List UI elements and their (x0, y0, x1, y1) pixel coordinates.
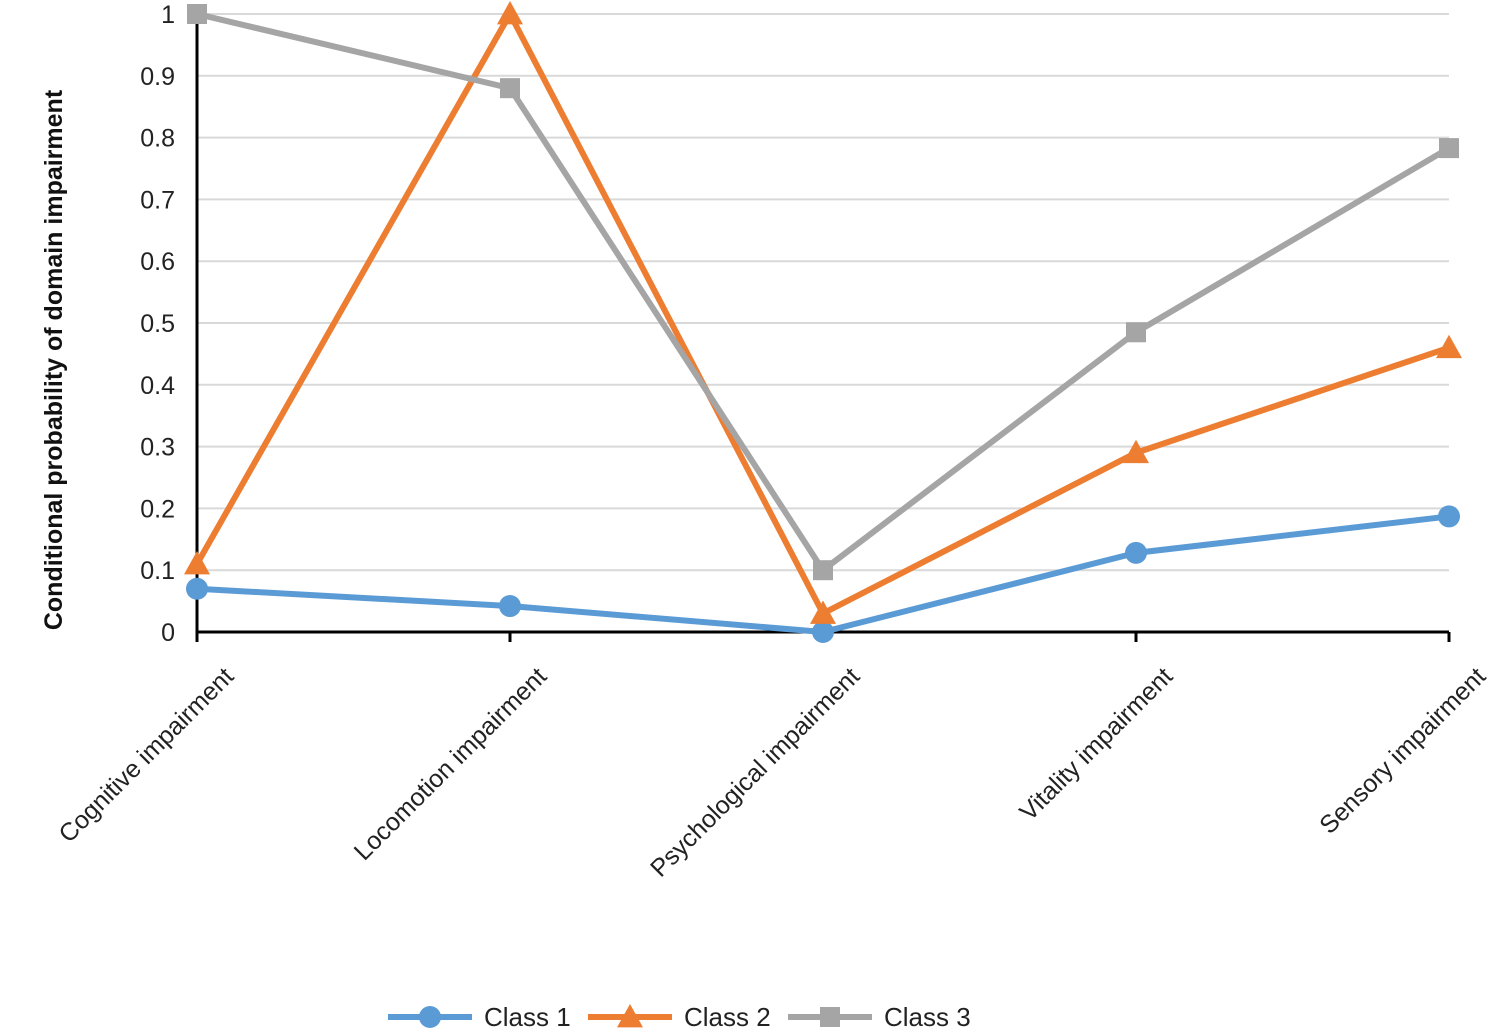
y-tick-label: 0.8 (140, 125, 175, 153)
marker-triangle (617, 1004, 643, 1028)
marker-square (500, 78, 520, 99)
x-category-label: Psychological impairment (645, 662, 865, 882)
marker-triangle (497, 1, 523, 25)
marker-triangle (1436, 334, 1462, 359)
legend-label: Class 1 (484, 1002, 571, 1032)
y-tick-label: 0.9 (140, 63, 175, 91)
y-tick-label: 0.3 (140, 434, 175, 462)
y-tick-label: 0.2 (140, 495, 175, 523)
series-2 (184, 1, 1462, 624)
y-tick-label: 0.1 (140, 557, 175, 585)
x-axis (195, 14, 1451, 642)
legend-item: Class 2 (588, 1002, 771, 1032)
y-tick-label: 0.7 (140, 186, 175, 214)
marker-triangle (1123, 439, 1149, 464)
marker-circle (186, 577, 208, 600)
marker-circle (419, 1006, 441, 1028)
marker-triangle (184, 551, 210, 575)
series-1 (186, 505, 1460, 643)
legend-item: Class 3 (788, 1002, 971, 1032)
marker-square (187, 4, 207, 24)
marker-square (1126, 322, 1146, 343)
legend-label: Class 3 (884, 1002, 971, 1032)
marker-square (820, 1007, 840, 1027)
y-tick-labels: 0 0.1 0.2 0.3 0.4 0.5 0.6 0.7 0.8 0.9 1 (140, 1, 175, 647)
marker-square (1439, 138, 1459, 159)
x-category-label: Sensory impairment (1314, 662, 1488, 839)
y-tick-label: 0.5 (140, 310, 175, 338)
gridlines (197, 13, 1449, 572)
legend-label: Class 2 (684, 1002, 771, 1032)
legend: Class 1 Class 2 Class 3 (388, 1002, 971, 1032)
x-category-label: Vitality impairment (1014, 662, 1178, 826)
x-category-label: Cognitive impairment (53, 662, 239, 848)
y-tick-label: 1 (161, 1, 175, 29)
x-category-label: Locomotion impairment (349, 662, 553, 866)
marker-circle (812, 621, 834, 643)
marker-circle (1125, 541, 1147, 564)
series-3 (187, 4, 1459, 581)
series-line (196, 11, 1451, 574)
marker-circle (1438, 505, 1460, 528)
x-category-labels: Cognitive impairment Locomotion impairmen… (53, 662, 1488, 882)
series-lines (184, 1, 1462, 643)
marker-square (813, 560, 833, 581)
y-tick-label: 0.6 (140, 248, 175, 276)
marker-circle (499, 595, 521, 618)
y-tick-label: 0.4 (140, 372, 175, 400)
series-line (194, 11, 1450, 617)
y-tick-label: 0 (161, 619, 175, 647)
legend-item: Class 1 (388, 1002, 571, 1032)
y-axis-title: Conditional probability of domain impair… (40, 89, 68, 630)
marker-triangle (810, 600, 836, 624)
